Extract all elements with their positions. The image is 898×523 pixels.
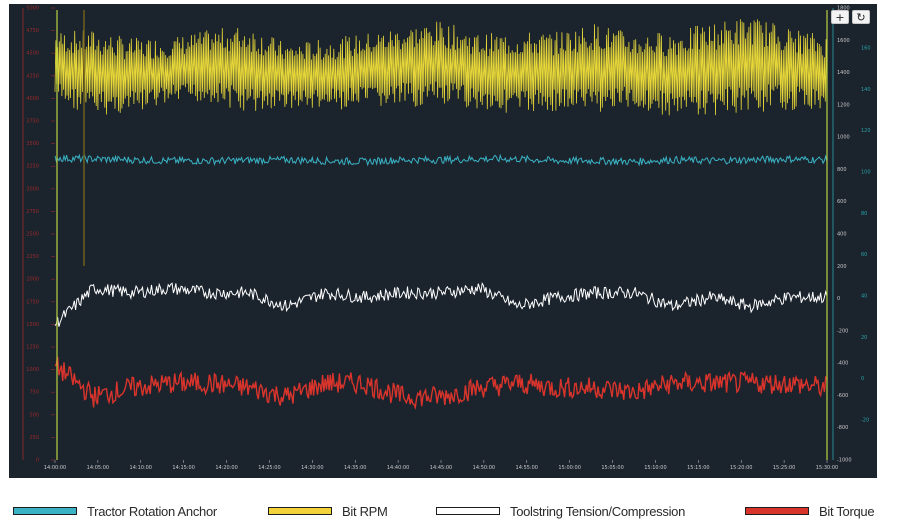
y-right-inner-tick-label: 60 — [861, 252, 867, 258]
y-left-tick-label: 4000 — [26, 96, 39, 102]
legend-item-bit-rpm: Bit RPM — [268, 503, 388, 519]
legend-label: Bit RPM — [342, 503, 388, 519]
y-right-inner-tick-label: 100 — [861, 170, 871, 176]
chart-panel[interactable]: 0 250 500 750 1000 1250 1500 1750 2000 2250 2500 27… — [9, 4, 877, 478]
y-right-inner-tick-label: 140 — [861, 87, 871, 93]
y-right-outer-tick-label: -200 — [837, 328, 848, 334]
y-right-outer-tick-label: 800 — [837, 167, 847, 173]
x-tick-label: 15:10:00 — [644, 465, 666, 471]
legend-item-tractor-rotation-anchor: Tractor Rotation Anchor — [13, 503, 217, 519]
y-left-tick-label: 3000 — [26, 186, 39, 192]
y-left-tick-label: 2000 — [26, 277, 39, 283]
legend-label: Tractor Rotation Anchor — [87, 503, 217, 519]
chart-plot[interactable]: 0250500750100012501500175020002250250027… — [9, 4, 877, 478]
x-tick-label: 15:25:00 — [773, 465, 795, 471]
x-tick-label: 15:30:00 — [816, 465, 838, 471]
x-tick-label: 14:55:00 — [516, 465, 538, 471]
reset-zoom-button[interactable]: ↻ — [852, 10, 870, 24]
y-right-inner-tick-label: 120 — [861, 128, 871, 134]
x-tick-label: 14:10:00 — [130, 465, 152, 471]
y-right-outer-tick-label: -400 — [837, 361, 848, 367]
legend-item-toolstring-tension: Toolstring Tension/Compression — [436, 503, 685, 519]
y-right-outer-tick-label: 600 — [837, 199, 847, 205]
x-tick-label: 15:05:00 — [601, 465, 623, 471]
y-right-inner-tick-label: 20 — [861, 335, 867, 341]
y-right-outer-tick-label: 1400 — [837, 70, 850, 76]
legend-item-bit-torque: Bit Torque — [745, 503, 875, 519]
legend-swatch — [268, 507, 332, 515]
legend-label: Toolstring Tension/Compression — [510, 503, 686, 519]
series-line-tractor-rotation-anchor — [54, 153, 828, 167]
y-right-inner-tick-label: 0 — [861, 376, 864, 382]
x-tick-label: 14:25:00 — [258, 465, 280, 471]
y-right-outer-tick-label: 1200 — [837, 102, 850, 108]
series-line-toolstring-tension-compression — [54, 281, 828, 327]
x-tick-label: 14:20:00 — [215, 465, 237, 471]
y-left-tick-label: 4750 — [26, 28, 39, 34]
y-left-tick-label: 750 — [29, 390, 39, 396]
chart-legend: Tractor Rotation Anchor Bit RPM Toolstri… — [0, 496, 898, 522]
y-left-tick-label: 1750 — [26, 299, 39, 305]
y-left-tick-label: 2250 — [26, 254, 39, 260]
y-left-tick-label: 2750 — [26, 209, 39, 215]
y-right-outer-tick-label: -600 — [837, 393, 848, 399]
y-left-tick-label: 1250 — [26, 345, 39, 351]
x-tick-label: 14:30:00 — [301, 465, 323, 471]
y-right-outer-tick-label: 1800 — [837, 6, 850, 12]
y-right-outer-tick-label: 0 — [837, 296, 840, 302]
y-left-tick-label: 3750 — [26, 119, 39, 125]
y-left-tick-label: 4500 — [26, 51, 39, 57]
y-left-tick-label: 1500 — [26, 322, 39, 328]
x-tick-label: 14:50:00 — [473, 465, 495, 471]
plus-icon: + — [835, 11, 845, 24]
y-left-tick-label: 250 — [29, 435, 39, 441]
y-left-tick-label: 500 — [29, 412, 39, 418]
y-left-tick-label: 4250 — [26, 73, 39, 79]
legend-swatch — [13, 507, 77, 515]
x-tick-label: 15:00:00 — [558, 465, 580, 471]
y-right-outer-tick-label: -800 — [837, 425, 848, 431]
y-right-outer-tick-label: 400 — [837, 232, 847, 238]
zoom-in-button[interactable]: + — [831, 10, 849, 24]
x-tick-label: 14:00:00 — [44, 465, 66, 471]
y-left-tick-label: 2500 — [26, 232, 39, 238]
x-tick-label: 15:15:00 — [687, 465, 709, 471]
y-left-tick-label: 5000 — [26, 6, 39, 12]
y-right-outer-tick-label: 1000 — [837, 135, 850, 141]
x-tick-label: 14:05:00 — [87, 465, 109, 471]
y-right-outer-tick-label: 1600 — [837, 38, 850, 44]
y-left-tick-label: 1000 — [26, 367, 39, 373]
series-line-bit-torque — [54, 356, 828, 411]
y-right-inner-tick-label: 40 — [861, 294, 867, 300]
y-left-tick-label: 3500 — [26, 141, 39, 147]
x-tick-label: 14:45:00 — [430, 465, 452, 471]
refresh-icon: ↻ — [856, 11, 866, 24]
legend-swatch — [745, 507, 809, 515]
y-right-inner-tick-label: 160 — [861, 46, 871, 52]
y-right-outer-tick-label: -1000 — [837, 458, 852, 464]
x-tick-label: 14:15:00 — [172, 465, 194, 471]
legend-label: Bit Torque — [819, 503, 875, 519]
legend-swatch — [436, 507, 500, 515]
series-line-bit-rpm — [54, 19, 828, 116]
y-right-outer-tick-label: 200 — [837, 264, 847, 270]
y-right-inner-tick-label: 80 — [861, 211, 867, 217]
y-left-tick-label: 0 — [36, 458, 39, 464]
x-tick-label: 15:20:00 — [730, 465, 752, 471]
x-tick-label: 14:40:00 — [387, 465, 409, 471]
y-right-inner-tick-label: -20 — [861, 418, 869, 424]
y-left-tick-label: 3250 — [26, 164, 39, 170]
x-tick-label: 14:35:00 — [344, 465, 366, 471]
